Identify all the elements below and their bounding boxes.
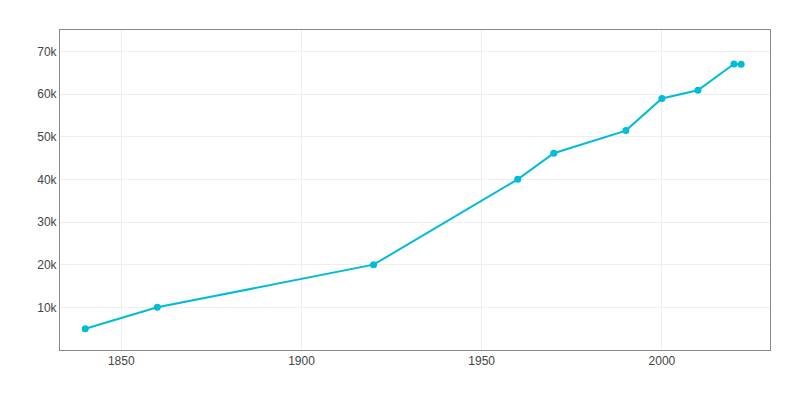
svg-text:1850: 1850 — [108, 354, 135, 368]
svg-text:30k: 30k — [37, 215, 57, 229]
svg-text:50k: 50k — [37, 130, 57, 144]
svg-text:1900: 1900 — [288, 354, 315, 368]
svg-text:60k: 60k — [37, 87, 57, 101]
svg-text:2000: 2000 — [649, 354, 676, 368]
svg-text:20k: 20k — [37, 258, 57, 272]
svg-text:1950: 1950 — [468, 354, 495, 368]
svg-text:70k: 70k — [37, 45, 57, 59]
svg-text:10k: 10k — [37, 301, 57, 315]
svg-text:40k: 40k — [37, 173, 57, 187]
